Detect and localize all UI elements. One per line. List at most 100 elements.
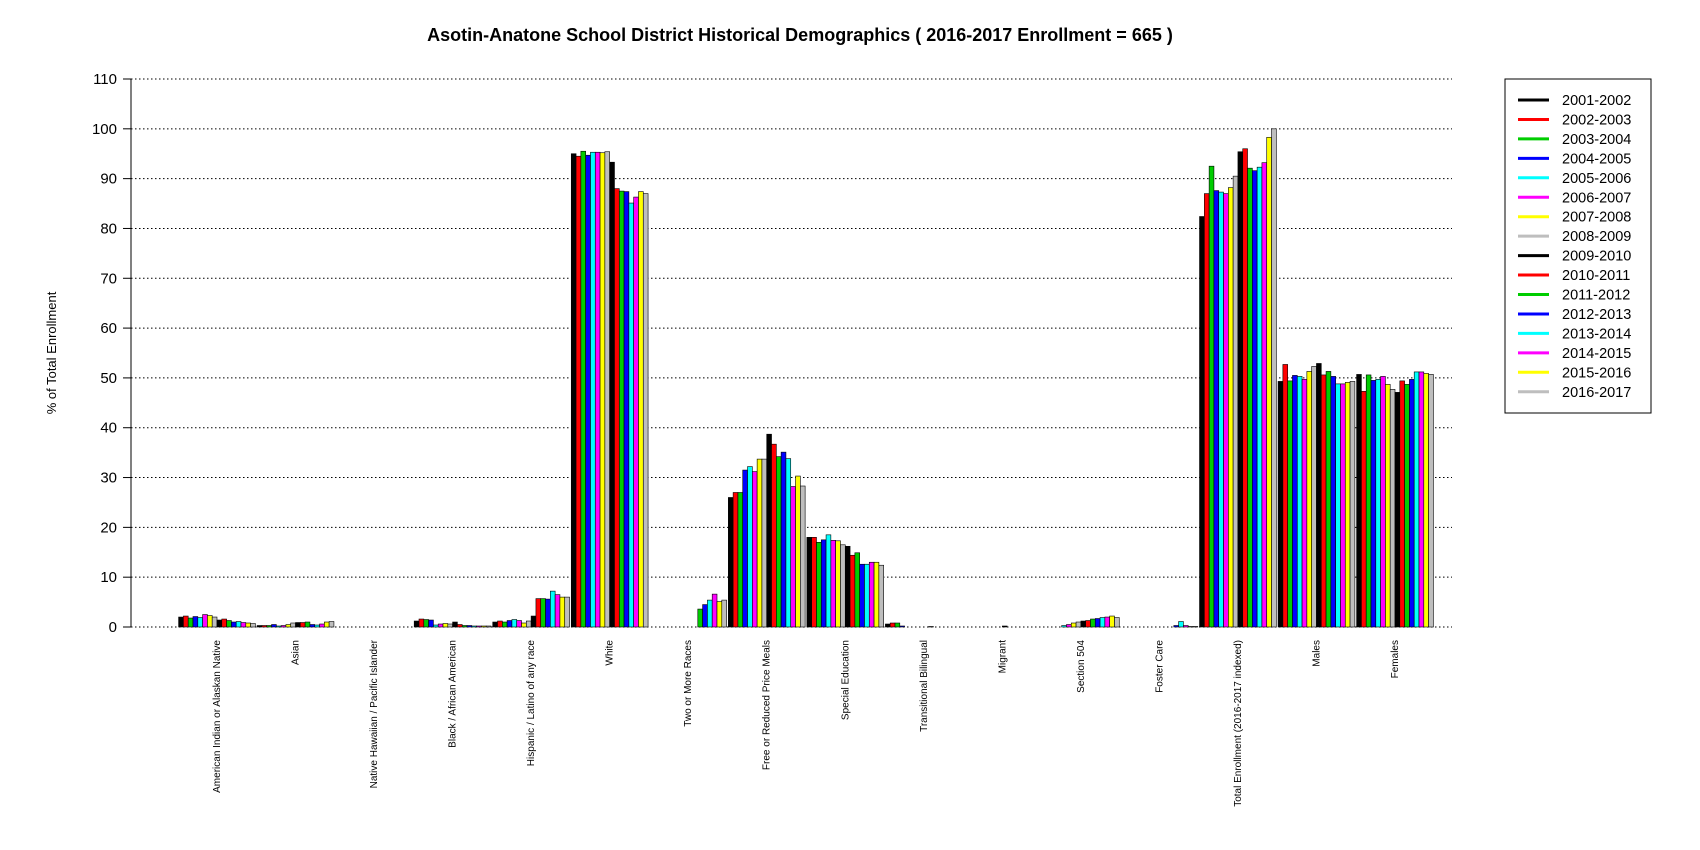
- bar: [575, 155, 582, 628]
- bar: [521, 622, 527, 628]
- bar: [825, 534, 832, 628]
- bar: [800, 485, 806, 628]
- bar: [413, 620, 420, 628]
- bar: [590, 151, 596, 628]
- legend-label: 2001-2002: [1562, 93, 1631, 109]
- y-tick-label: 60: [100, 320, 117, 337]
- bar: [1277, 381, 1284, 628]
- bar: [245, 622, 251, 628]
- bar: [1252, 170, 1258, 628]
- y-tick-label: 110: [93, 71, 117, 88]
- bar: [609, 161, 615, 628]
- bar: [1213, 190, 1220, 628]
- bar: [1271, 128, 1277, 628]
- x-tick-label: White: [605, 640, 616, 666]
- bar: [707, 599, 713, 628]
- bar: [820, 539, 827, 628]
- bar: [878, 564, 884, 628]
- bar: [1325, 371, 1332, 628]
- bar: [1361, 391, 1367, 628]
- x-tick-label: Free or Reduced Price Meals: [762, 640, 773, 770]
- bar: [732, 492, 739, 628]
- legend-label: 2007-2008: [1562, 210, 1631, 226]
- bar: [481, 625, 487, 628]
- bar: [535, 598, 542, 628]
- bar: [545, 598, 551, 628]
- x-tick-label: Native Hawaiian / Pacific Islander: [369, 639, 380, 788]
- bar: [1192, 626, 1199, 628]
- x-tick-label: Asian: [291, 640, 302, 665]
- bar: [638, 191, 644, 628]
- bar: [1099, 617, 1106, 628]
- bar: [756, 458, 763, 628]
- bar: [1183, 625, 1189, 628]
- bar: [1306, 371, 1312, 628]
- bar: [564, 596, 570, 628]
- bar: [271, 624, 277, 628]
- bar: [295, 622, 301, 628]
- bar: [207, 615, 213, 628]
- bar: [211, 616, 218, 628]
- bar: [216, 619, 223, 628]
- bar: [840, 544, 846, 628]
- bar: [771, 443, 777, 628]
- bar: [1370, 380, 1377, 628]
- y-tick-label: 70: [100, 270, 117, 287]
- bar: [433, 624, 439, 628]
- bar: [1320, 374, 1327, 628]
- bar: [1365, 374, 1372, 628]
- legend-label: 2010-2011: [1562, 268, 1630, 284]
- bar: [776, 456, 782, 628]
- bar: [894, 622, 901, 628]
- legend-label: 2009-2010: [1562, 249, 1631, 265]
- bar: [702, 604, 708, 628]
- bar: [721, 599, 727, 628]
- bar: [618, 190, 625, 628]
- bar: [1330, 376, 1336, 628]
- bar: [761, 458, 768, 628]
- bar: [1385, 384, 1391, 628]
- bar: [785, 458, 792, 628]
- bar: [457, 624, 463, 628]
- y-tick-label: 50: [100, 370, 117, 387]
- y-tick-label: 40: [100, 420, 117, 437]
- bar: [197, 617, 203, 628]
- bar: [324, 621, 330, 628]
- y-tick-label: 20: [100, 519, 117, 536]
- bar: [830, 540, 836, 628]
- legend-label: 2006-2007: [1562, 190, 1631, 206]
- bar: [516, 620, 522, 628]
- bar: [290, 622, 296, 628]
- bar: [1375, 379, 1381, 628]
- bar: [261, 625, 268, 628]
- bar: [885, 623, 891, 628]
- bar: [790, 486, 796, 628]
- x-tick-label: Section 504: [1076, 640, 1087, 693]
- bar: [276, 625, 282, 628]
- bar: [471, 625, 477, 628]
- bar: [1208, 165, 1215, 628]
- bar: [1114, 617, 1120, 628]
- bar: [599, 152, 606, 628]
- legend-label: 2011-2012: [1562, 288, 1630, 304]
- bar: [1404, 384, 1410, 628]
- bar: [250, 623, 256, 628]
- bar: [428, 619, 434, 628]
- bar: [835, 540, 841, 628]
- x-tick-label: Black / African American: [448, 640, 459, 748]
- bar: [1187, 626, 1194, 628]
- bar: [178, 616, 184, 628]
- bar: [304, 621, 311, 628]
- bar: [633, 196, 639, 628]
- bar: [559, 596, 566, 628]
- bar: [202, 614, 208, 628]
- x-tick-label: Foster Care: [1154, 640, 1165, 693]
- legend-label: 2014-2015: [1562, 346, 1631, 362]
- bar: [1228, 187, 1234, 628]
- gridlines: [131, 78, 1452, 628]
- bar: [1428, 374, 1434, 628]
- bar: [747, 466, 753, 628]
- bar: [235, 621, 242, 628]
- bar: [623, 191, 630, 628]
